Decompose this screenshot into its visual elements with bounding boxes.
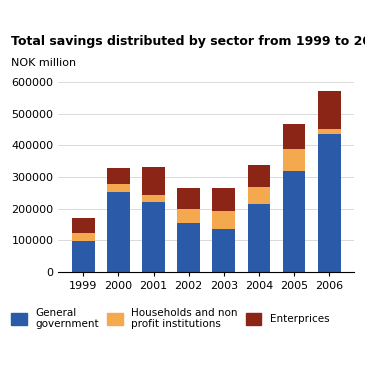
Text: Total savings distributed by sector from 1999 to 2006: Total savings distributed by sector from… — [11, 35, 365, 48]
Bar — [212, 188, 235, 211]
Bar — [318, 91, 341, 129]
Bar — [212, 229, 235, 272]
Bar — [247, 187, 270, 204]
Bar — [72, 218, 95, 233]
Bar — [283, 124, 306, 149]
Bar — [283, 171, 306, 272]
Bar — [177, 223, 200, 272]
Bar — [72, 233, 95, 242]
Bar — [247, 165, 270, 187]
Bar — [318, 133, 341, 272]
Bar — [177, 188, 200, 209]
Bar — [142, 167, 165, 195]
Bar — [107, 184, 130, 192]
Bar — [107, 192, 130, 272]
Bar — [318, 129, 341, 133]
Legend: General
government, Households and non
profit institutions, Enterprices: General government, Households and non p… — [11, 308, 329, 329]
Bar — [212, 211, 235, 229]
Bar — [247, 204, 270, 272]
Bar — [72, 242, 95, 272]
Bar — [142, 195, 165, 202]
Bar — [177, 209, 200, 223]
Text: NOK million: NOK million — [11, 58, 76, 68]
Bar — [283, 149, 306, 171]
Bar — [142, 202, 165, 272]
Bar — [107, 167, 130, 184]
